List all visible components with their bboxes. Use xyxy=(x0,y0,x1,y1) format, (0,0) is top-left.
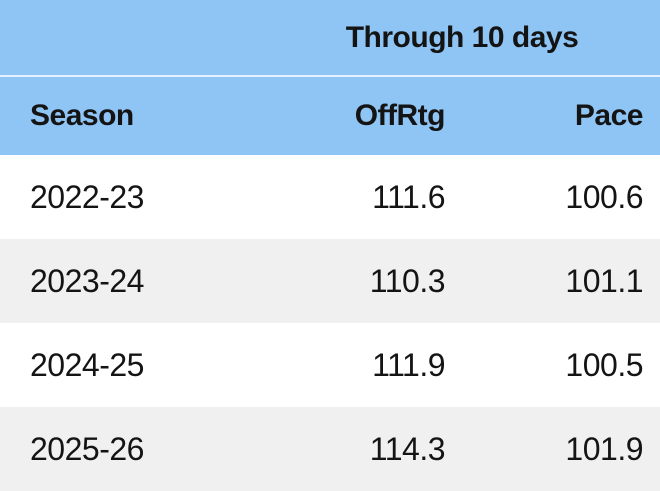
table-row: 2022-23 111.6 100.6 xyxy=(0,155,660,239)
column-header-row: Season OffRtg Pace xyxy=(0,77,660,155)
offrtg-cell: 111.6 xyxy=(372,178,445,215)
season-cell: 2024-25 xyxy=(30,346,144,383)
pace-cell: 101.1 xyxy=(565,262,643,299)
group-header-label: Through 10 days xyxy=(345,20,579,54)
pace-cell: 100.5 xyxy=(565,346,643,383)
group-header-row: Through 10 days xyxy=(0,0,660,77)
season-cell: 2022-23 xyxy=(30,178,144,215)
pace-cell: 101.9 xyxy=(565,430,643,467)
table-row: 2025-26 114.3 101.9 xyxy=(0,407,660,491)
season-cell: 2023-24 xyxy=(30,262,144,299)
offrtg-cell: 110.3 xyxy=(369,262,446,299)
column-header-season: Season xyxy=(30,99,134,132)
offrtg-cell: 114.3 xyxy=(369,430,446,467)
season-cell: 2025-26 xyxy=(30,430,144,467)
column-header-offrtg: OffRtg xyxy=(354,99,446,132)
table-row: 2024-25 111.9 100.5 xyxy=(0,323,660,407)
table-row: 2023-24 110.3 101.1 xyxy=(0,239,660,323)
pace-cell: 100.6 xyxy=(565,178,643,215)
column-header-pace: Pace xyxy=(574,99,644,132)
offrtg-cell: 111.9 xyxy=(372,346,445,383)
